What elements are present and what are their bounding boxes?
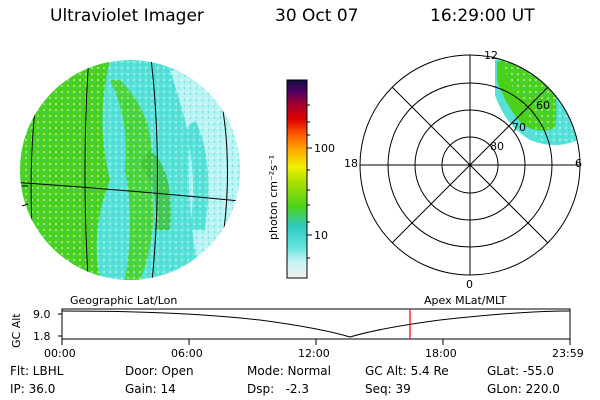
info-glat: GLat: -55.0 <box>487 364 554 378</box>
info-seq: Seq: 39 <box>365 382 411 396</box>
polar-lat-80: 80 <box>490 140 504 153</box>
timeline-y-tick-1: 1.8 <box>33 330 51 343</box>
info-gain: Gain: 14 <box>125 382 176 396</box>
polar-lat-70: 70 <box>512 121 526 134</box>
polar-mlt-0: 0 <box>466 278 473 291</box>
info-gc-alt: GC Alt: 5.4 Re <box>365 364 449 378</box>
polar-mlt-6: 6 <box>575 157 582 170</box>
timeline-x-tick-2359: 23:59 <box>552 347 584 360</box>
timeline-left-label: Geographic Lat/Lon <box>70 294 177 307</box>
polar-lat-60: 60 <box>536 99 550 112</box>
info-mode: Mode: Normal <box>247 364 331 378</box>
polar-mlt-18: 18 <box>344 157 358 170</box>
info-ip: IP: 36.0 <box>10 382 56 396</box>
info-filter: Flt: LBHL <box>10 364 64 378</box>
colorbar-tick-100: 100 <box>314 142 335 155</box>
time-label: 16:29:00 UT <box>430 6 535 26</box>
instrument-title: Ultraviolet Imager <box>50 6 204 26</box>
timeline-x-tick-1200: 12:00 <box>298 347 330 360</box>
globe-limb-tick <box>21 185 29 207</box>
timeline-y-tick-9: 9.0 <box>33 308 51 321</box>
globe-image <box>20 60 240 280</box>
colorbar-tick-10: 10 <box>314 229 328 242</box>
polar-plot <box>359 54 581 276</box>
timeline-plot <box>58 308 571 345</box>
info-glon: GLon: 220.0 <box>487 382 560 396</box>
timeline-right-label: Apex MLat/MLT <box>424 294 507 307</box>
colorbar <box>286 79 312 279</box>
info-door: Door: Open <box>125 364 194 378</box>
timeline-y-title: GC Alt <box>10 313 23 348</box>
info-dsp: Dsp: -2.3 <box>247 382 310 396</box>
colorbar-unit-label: photon cm⁻²s⁻¹ <box>267 155 280 240</box>
timeline-x-tick-1800: 18:00 <box>425 347 457 360</box>
timeline-x-tick-0600: 06:00 <box>171 347 203 360</box>
timeline-x-tick-0000: 00:00 <box>44 347 76 360</box>
date-label: 30 Oct 07 <box>275 6 359 26</box>
polar-mlt-12: 12 <box>484 49 498 62</box>
